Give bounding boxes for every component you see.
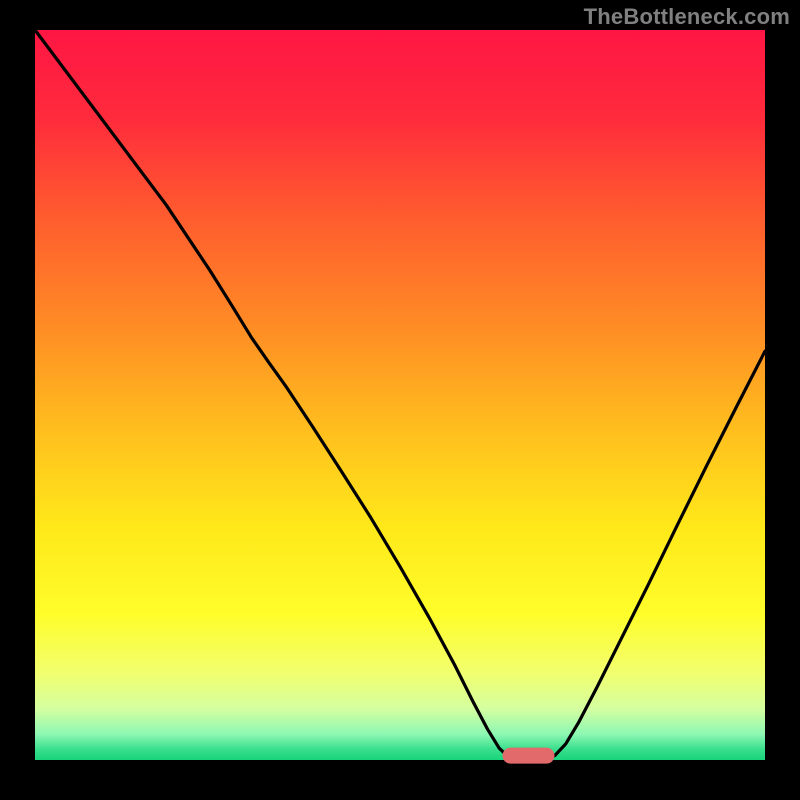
chart-stage: TheBottleneck.com [0,0,800,800]
bottleneck-chart [0,0,800,800]
plot-background [35,30,765,760]
optimum-marker [502,748,554,764]
watermark-text: TheBottleneck.com [584,4,790,30]
